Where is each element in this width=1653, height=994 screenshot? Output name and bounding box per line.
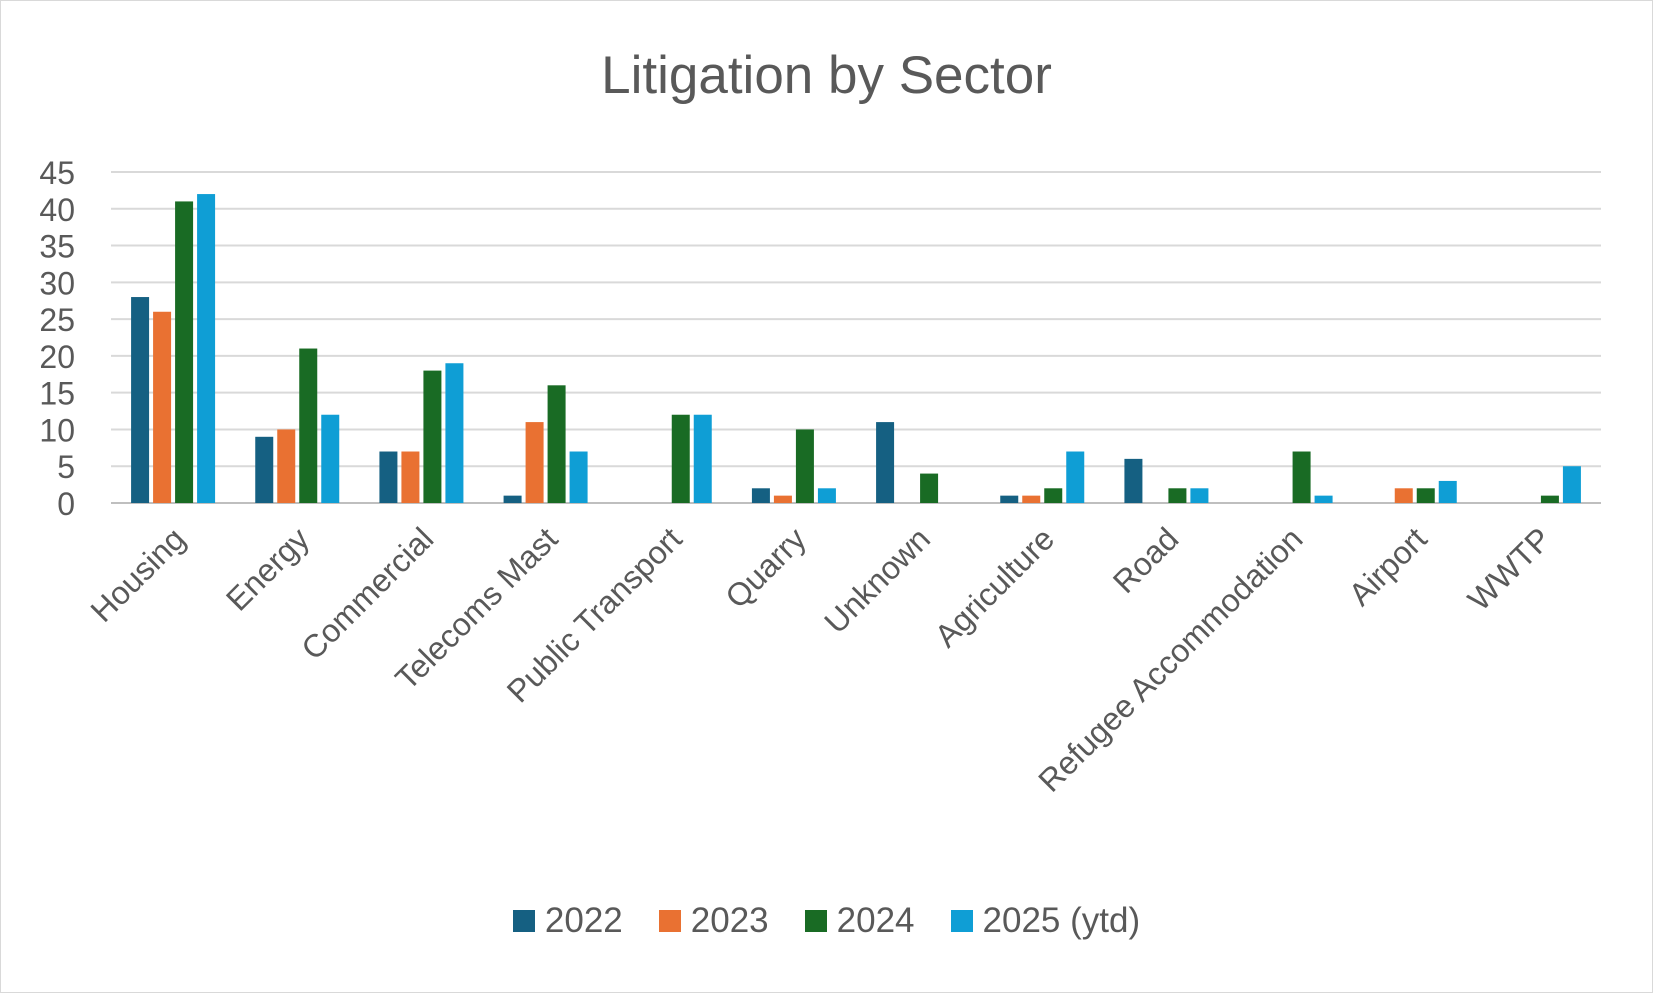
bar-2023-housing	[153, 311, 172, 503]
bar-2024-road	[1168, 488, 1187, 503]
y-tick-label: 25	[39, 302, 75, 338]
bar-2025-ytd--telecoms-mast	[569, 451, 588, 503]
y-tick-label: 35	[39, 229, 75, 265]
legend-item: 2025 (ytd)	[950, 901, 1141, 941]
x-tick-label: Agriculture	[928, 520, 1062, 654]
x-tick-label: Road	[1106, 520, 1186, 600]
bar-2025-ytd--road	[1190, 488, 1209, 503]
bar-2025-ytd--commercial	[445, 363, 464, 503]
y-tick-label: 0	[57, 486, 75, 522]
legend-label: 2023	[690, 901, 769, 940]
legend-label: 2025 (ytd)	[982, 901, 1141, 940]
bar-2022-housing	[131, 297, 150, 503]
y-tick-label: 20	[39, 339, 75, 375]
bar-2024-public-transport	[671, 414, 690, 503]
legend-swatch	[950, 910, 973, 932]
bar-2022-unknown	[876, 422, 895, 503]
x-tick-label: Energy	[219, 520, 316, 617]
bar-2024-quarry	[795, 429, 814, 503]
bar-2024-refugee-accommodation	[1292, 451, 1311, 503]
chart-title: Litigation by Sector	[601, 46, 1052, 105]
bar-2023-agriculture	[1022, 495, 1041, 503]
bar-2025-ytd--housing	[197, 194, 216, 504]
bar-2024-housing	[175, 201, 194, 503]
bar-2025-ytd--agriculture	[1066, 451, 1085, 503]
legend-swatch	[804, 910, 827, 932]
bar-2024-unknown	[920, 473, 939, 503]
bar-2025-ytd--public-transport	[693, 414, 712, 503]
bar-2025-ytd--energy	[321, 414, 340, 503]
bar-2024-commercial	[423, 370, 442, 503]
bar-2022-road	[1124, 458, 1143, 503]
bar-2022-commercial	[379, 451, 398, 503]
bar-2023-commercial	[401, 451, 420, 503]
bar-2023-telecoms-mast	[525, 422, 544, 503]
bar-2025-ytd--refugee-accommodation	[1314, 495, 1333, 503]
bar-2022-telecoms-mast	[503, 495, 522, 503]
y-tick-label: 10	[39, 412, 75, 448]
legend-label: 2024	[836, 901, 915, 940]
bar-2023-energy	[277, 429, 296, 503]
x-tick-label: WWTP	[1461, 520, 1558, 617]
y-tick-label: 5	[57, 449, 75, 485]
legend-swatch	[512, 910, 535, 932]
bar-2025-ytd--airport	[1438, 480, 1457, 503]
x-tick-label: Unknown	[817, 520, 937, 640]
bar-2024-telecoms-mast	[547, 385, 566, 503]
x-tick-label: Housing	[84, 520, 192, 628]
y-tick-label: 30	[39, 265, 75, 301]
bar-2024-agriculture	[1044, 488, 1063, 503]
bar-2023-quarry	[773, 495, 792, 503]
x-tick-label: Quarry	[718, 520, 813, 615]
legend-item: 2022	[512, 901, 623, 941]
x-tick-label: Refugee Accommodation	[1031, 520, 1309, 798]
legend: 2022 2023 2024 2025 (ytd)	[1, 901, 1652, 941]
legend-item: 2023	[658, 901, 769, 941]
y-tick-label: 45	[39, 155, 75, 191]
y-tick-label: 40	[39, 192, 75, 228]
bar-2024-energy	[299, 348, 318, 503]
bar-2022-energy	[255, 436, 274, 503]
y-tick-label: 15	[39, 376, 75, 412]
bar-2024-airport	[1416, 488, 1435, 503]
bar-2022-quarry	[751, 488, 770, 503]
bar-2025-ytd--quarry	[817, 488, 836, 503]
bar-2025-ytd--wwtp	[1562, 466, 1581, 503]
legend-label: 2022	[544, 901, 623, 940]
x-tick-label: Airport	[1342, 520, 1434, 612]
legend-item: 2024	[804, 901, 915, 941]
bar-2022-agriculture	[1000, 495, 1019, 503]
bar-2023-airport	[1394, 488, 1413, 503]
bar-2024-wwtp	[1540, 495, 1559, 503]
legend-swatch	[658, 910, 681, 932]
